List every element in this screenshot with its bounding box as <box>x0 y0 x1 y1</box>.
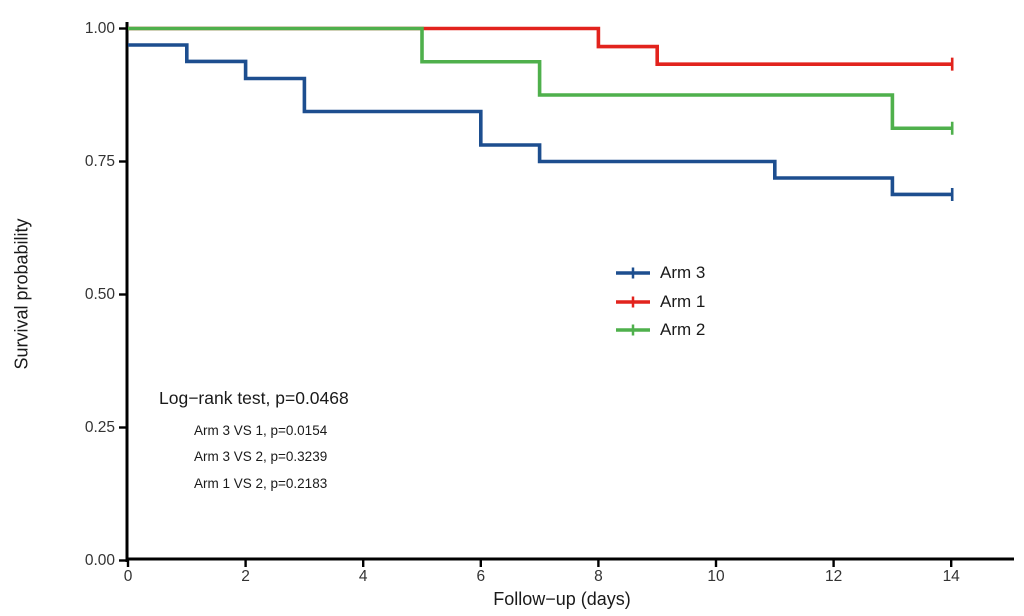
survival-curve-arm-1 <box>128 26 952 66</box>
pairwise-arm1-vs-2: Arm 1 VS 2, p=0.2183 <box>194 475 328 491</box>
arm-2-line-marker-icon <box>616 324 650 336</box>
x-tick-label: 4 <box>358 568 368 585</box>
x-tick-label: 10 <box>707 568 725 585</box>
legend-item-arm-2: Arm 2 <box>613 316 705 345</box>
x-tick-label: 8 <box>594 568 603 585</box>
x-tick-label: 6 <box>476 568 486 585</box>
y-tick-label: 0.25 <box>84 418 115 436</box>
legend: Arm 3 Arm 1 Arm 2 <box>613 259 705 345</box>
y-axis-title: Survival probability <box>11 218 32 370</box>
y-tick-label: 0.50 <box>84 285 115 303</box>
logrank-test-result: Log−rank test, p=0.0468 <box>159 388 349 408</box>
pairwise-comparisons: Arm 3 VS 1, p=0.0154 Arm 3 VS 2, p=0.323… <box>194 418 349 497</box>
y-tick-label: 0.00 <box>84 551 115 569</box>
legend-item-arm-1: Arm 1 <box>613 288 705 317</box>
stats-annotation-block: Log−rank test, p=0.0468 Arm 3 VS 1, p=0.… <box>159 387 349 497</box>
legend-item-arm-3: Arm 3 <box>613 259 705 288</box>
x-tick-label: 0 <box>123 568 133 585</box>
x-tick-label: 12 <box>824 568 843 585</box>
pairwise-arm3-vs-2: Arm 3 VS 2, p=0.3239 <box>194 449 328 465</box>
arm-3-line-marker-icon <box>616 267 650 279</box>
legend-label-arm-1: Arm 1 <box>660 291 706 311</box>
y-tick-label: 1.00 <box>84 19 115 37</box>
x-tick-label: 14 <box>942 568 960 585</box>
legend-label-arm-2: Arm 2 <box>660 320 706 340</box>
x-axis-title: Follow−up (days) <box>493 589 631 609</box>
arm-1-line-marker-icon <box>616 296 650 308</box>
survival-curve-arm-3 <box>128 43 952 197</box>
survival-curve-arm-2 <box>128 26 952 131</box>
legend-label-arm-3: Arm 3 <box>660 263 706 283</box>
x-tick-label: 2 <box>241 568 250 585</box>
y-tick-label: 0.75 <box>84 152 115 170</box>
pairwise-arm3-vs-1: Arm 3 VS 1, p=0.0154 <box>194 423 328 438</box>
